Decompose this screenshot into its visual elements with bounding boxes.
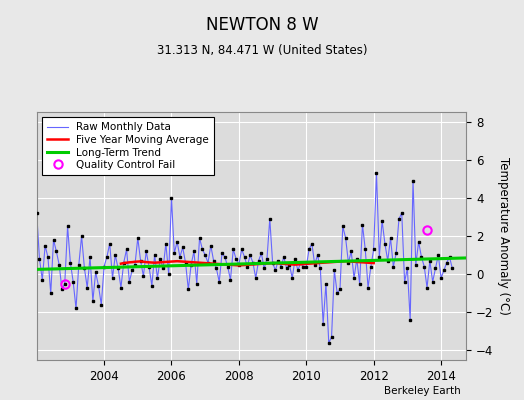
Raw Monthly Data xyxy=(135,236,141,240)
Five Year Moving Average xyxy=(337,259,343,264)
Legend: Raw Monthly Data, Five Year Moving Average, Long-Term Trend, Quality Control Fai: Raw Monthly Data, Five Year Moving Avera… xyxy=(42,117,214,176)
Text: Berkeley Earth: Berkeley Earth xyxy=(385,386,461,396)
Raw Monthly Data xyxy=(325,340,332,345)
Five Year Moving Average xyxy=(370,261,377,266)
Raw Monthly Data xyxy=(34,211,40,216)
Five Year Moving Average xyxy=(174,259,180,264)
Y-axis label: Temperature Anomaly (°C): Temperature Anomaly (°C) xyxy=(497,157,510,315)
Raw Monthly Data xyxy=(87,254,93,259)
Text: 31.313 N, 84.471 W (United States): 31.313 N, 84.471 W (United States) xyxy=(157,44,367,57)
Raw Monthly Data xyxy=(306,247,312,252)
Five Year Moving Average xyxy=(236,263,242,268)
Five Year Moving Average xyxy=(368,260,374,265)
Five Year Moving Average xyxy=(118,261,124,266)
Raw Monthly Data xyxy=(449,266,455,271)
Raw Monthly Data xyxy=(216,279,222,284)
Five Year Moving Average xyxy=(185,260,191,264)
Raw Monthly Data xyxy=(132,262,138,267)
Five Year Moving Average xyxy=(180,259,186,264)
Line: Five Year Moving Average: Five Year Moving Average xyxy=(121,261,374,265)
Text: NEWTON 8 W: NEWTON 8 W xyxy=(206,16,318,34)
Five Year Moving Average xyxy=(269,261,276,266)
Five Year Moving Average xyxy=(149,260,155,265)
Raw Monthly Data xyxy=(373,171,379,176)
Line: Raw Monthly Data: Raw Monthly Data xyxy=(37,173,452,343)
Raw Monthly Data xyxy=(106,241,113,246)
